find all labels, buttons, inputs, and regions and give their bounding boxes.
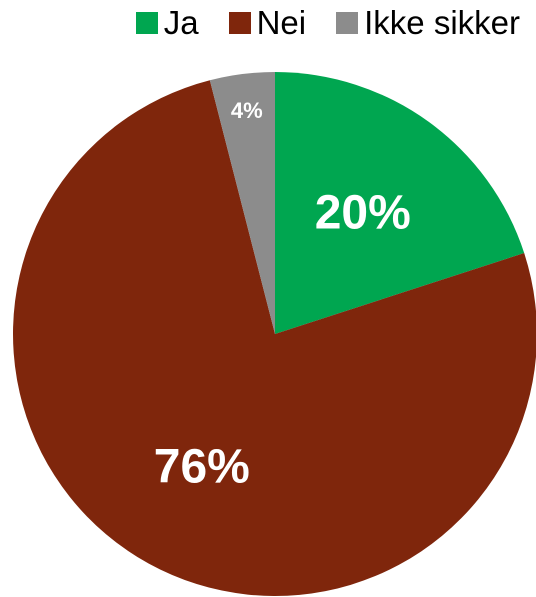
legend-label-ikke-sikker: Ikke sikker [364, 4, 520, 41]
data-label-ja: 20% [315, 187, 411, 240]
data-label-ikke-sikker: 4% [231, 98, 263, 123]
legend-swatch-ja [135, 11, 158, 34]
pie-slice-ikke-sikker [209, 72, 275, 334]
data-label-nei: 76% [154, 441, 250, 494]
pie-slice-ja [275, 72, 525, 334]
legend-swatch-nei [228, 11, 251, 34]
legend-swatch-ikke-sikker [336, 11, 359, 34]
legend-item-ja: Ja [135, 4, 199, 41]
pie-slice-nei [13, 80, 536, 596]
legend-label-nei: Nei [256, 4, 307, 41]
legend-item-nei: Nei [228, 4, 307, 41]
chart-legend: Ja Nei Ikke sikker [135, 4, 520, 41]
legend-item-ikke-sikker: Ikke sikker [336, 6, 520, 39]
legend-label-ja: Ja [163, 4, 199, 41]
